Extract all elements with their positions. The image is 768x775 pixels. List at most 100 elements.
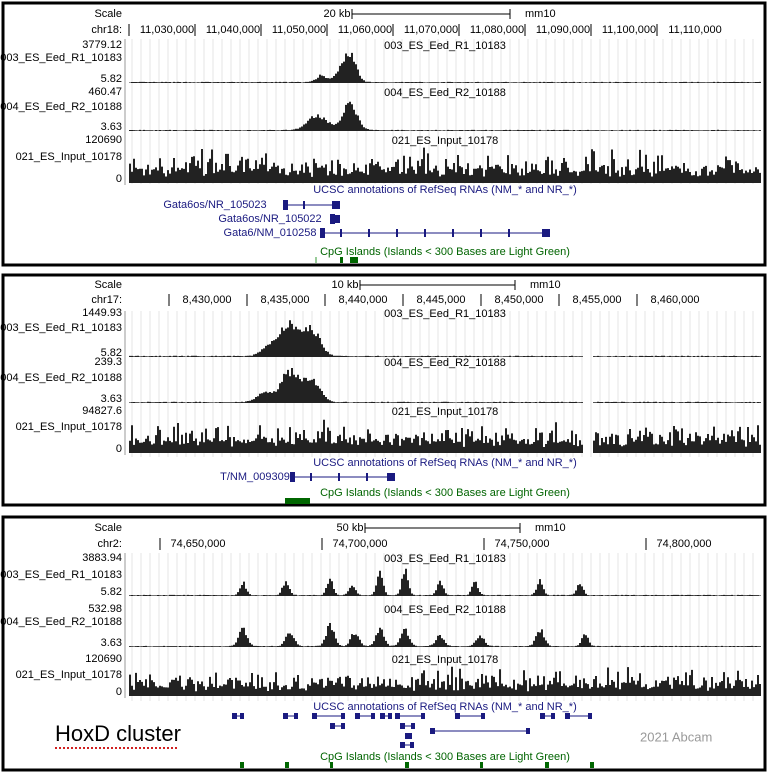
gene-exon bbox=[396, 229, 398, 237]
cpg-island bbox=[545, 762, 549, 768]
panel: Scale 10 kb mm10 chr17: 8,430,000 8,435,000 8,… bbox=[0, 273, 767, 507]
gene-exon bbox=[455, 713, 460, 719]
watermark: 2021 Abcam bbox=[640, 729, 712, 744]
position-label: 74,650,000 bbox=[170, 538, 225, 550]
position-label: 74,800,000 bbox=[656, 538, 711, 550]
gene-exon bbox=[332, 201, 340, 209]
cpg-island bbox=[240, 762, 244, 768]
gene-exon bbox=[387, 473, 395, 481]
position-label: 11,040,000 bbox=[206, 24, 260, 36]
assembly: mm10 bbox=[530, 279, 561, 291]
track-min: 5.82 bbox=[101, 347, 122, 359]
track-name: 004_ES_Eed_R2_10188 bbox=[0, 101, 122, 113]
gene-exon bbox=[366, 473, 368, 481]
track-max: 1449.93 bbox=[82, 307, 122, 319]
signal bbox=[129, 147, 761, 183]
scale-size: 50 kb bbox=[337, 522, 364, 534]
gene-exon bbox=[408, 733, 412, 739]
track-min: 5.82 bbox=[101, 73, 122, 85]
track-title: 004_ES_Eed_R2_10188 bbox=[384, 357, 506, 369]
gene-exon bbox=[338, 473, 340, 481]
gene-exon bbox=[400, 723, 405, 729]
position-label: 11,070,000 bbox=[404, 24, 458, 36]
track-min: 0 bbox=[116, 173, 122, 185]
gene-exon bbox=[368, 229, 370, 237]
track-max: 3883.94 bbox=[82, 552, 122, 564]
cpg-island bbox=[340, 257, 343, 263]
gene-exon bbox=[588, 713, 592, 719]
track-title: 004_ES_Eed_R2_10188 bbox=[384, 604, 506, 616]
gene-exon bbox=[526, 728, 530, 734]
track-max: 94827.6 bbox=[82, 405, 122, 417]
gene-exon bbox=[355, 713, 360, 719]
cpg-title: CpG Islands (Islands < 300 Bases are Lig… bbox=[320, 751, 570, 763]
annotation-title: UCSC annotations of RefSeq RNAs (NM_* an… bbox=[313, 457, 577, 469]
signal bbox=[129, 568, 761, 596]
position-label: 11,030,000 bbox=[140, 24, 194, 36]
track-min: 5.82 bbox=[101, 586, 122, 598]
gene-label: Gata6os/NR_105023 bbox=[163, 199, 266, 211]
track-title: 003_ES_Eed_R1_10183 bbox=[384, 308, 506, 320]
track-name: 003_ES_Eed_R1_10183 bbox=[0, 322, 122, 334]
gene-label: Gata6os/NR_105022 bbox=[218, 213, 321, 225]
chrom-label: chr2: bbox=[98, 538, 122, 550]
assembly: mm10 bbox=[535, 522, 566, 534]
gene-exon bbox=[551, 713, 555, 719]
track-max: 532.98 bbox=[88, 603, 122, 615]
position-label: 8,455,000 bbox=[573, 294, 622, 306]
cluster-label: HoxD cluster bbox=[55, 721, 181, 746]
chrom-label: chr18: bbox=[91, 24, 122, 36]
position-label: 8,435,000 bbox=[261, 294, 310, 306]
gene-exon bbox=[310, 473, 312, 481]
track-max: 120690 bbox=[85, 653, 122, 665]
track-name: 004_ES_Eed_R2_10188 bbox=[0, 372, 122, 384]
track-name: 021_ES_Input_10178 bbox=[16, 151, 122, 163]
position-label: 11,090,000 bbox=[536, 24, 590, 36]
cpg-title: CpG Islands (Islands < 300 Bases are Lig… bbox=[320, 487, 570, 499]
panel-frame bbox=[1, 1, 767, 267]
track-min: 3.63 bbox=[101, 393, 122, 405]
gene-exon bbox=[424, 229, 426, 237]
position-label: 11,100,000 bbox=[602, 24, 656, 36]
chrom-label: chr17: bbox=[91, 294, 122, 306]
scale-label: Scale bbox=[94, 8, 122, 20]
track-title: 003_ES_Eed_R1_10183 bbox=[384, 40, 506, 52]
track-min: 0 bbox=[116, 443, 122, 455]
cpg-island bbox=[480, 762, 483, 768]
scale-label: Scale bbox=[94, 522, 122, 534]
position-label: 11,060,000 bbox=[338, 24, 392, 36]
scale-size: 20 kb bbox=[324, 8, 351, 20]
gene-label: Gata6/NM_010258 bbox=[224, 227, 317, 239]
panel: Scale 50 kb mm10 chr2: 74,650,000 74,700,000 7… bbox=[0, 515, 767, 772]
gene-exon bbox=[283, 713, 288, 719]
cpg-island bbox=[405, 762, 409, 768]
annotation-title: UCSC annotations of RefSeq RNAs (NM_* an… bbox=[313, 701, 577, 713]
signal bbox=[129, 320, 761, 357]
gene-exon bbox=[565, 713, 570, 719]
scale-label: Scale bbox=[94, 279, 122, 291]
gene-exon bbox=[480, 229, 482, 237]
signal bbox=[129, 368, 761, 403]
track-max: 239.3 bbox=[94, 356, 122, 368]
track-title: 004_ES_Eed_R2_10188 bbox=[384, 87, 506, 99]
position-label: 11,110,000 bbox=[668, 24, 721, 36]
gene-exon bbox=[283, 200, 288, 210]
position-label: 11,080,000 bbox=[470, 24, 524, 36]
gene-exon bbox=[411, 723, 415, 729]
gene-exon bbox=[542, 229, 550, 237]
gene-exon bbox=[430, 728, 435, 734]
gene-exon bbox=[303, 201, 305, 209]
track-min: 3.63 bbox=[101, 637, 122, 649]
gene-exon bbox=[294, 713, 298, 719]
panel: Scale 20 kb mm10 chr18: 11,030,000 11,040,000… bbox=[0, 1, 767, 267]
gene-exon bbox=[400, 742, 405, 748]
signal bbox=[129, 101, 761, 131]
gene-exon bbox=[340, 229, 342, 237]
scale-size: 10 kb bbox=[332, 279, 359, 291]
gene-exon bbox=[395, 713, 400, 719]
gene-exon bbox=[452, 229, 454, 237]
signal bbox=[129, 623, 761, 647]
position-label: 8,430,000 bbox=[183, 294, 232, 306]
gene-exon bbox=[540, 713, 545, 719]
gene-exon bbox=[341, 723, 345, 729]
